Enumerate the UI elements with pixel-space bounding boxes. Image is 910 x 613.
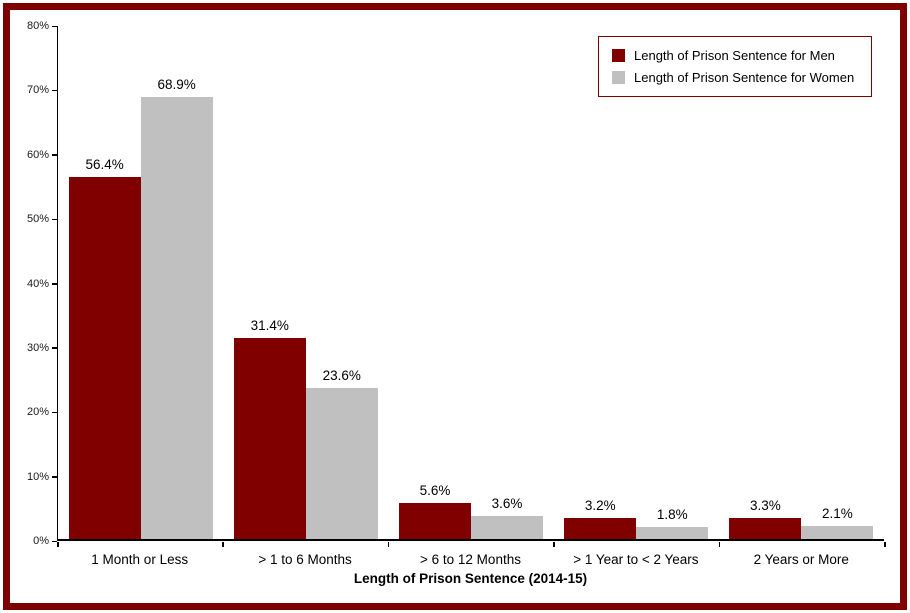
x-axis-tick — [553, 542, 555, 547]
y-axis-tick — [52, 476, 57, 478]
y-axis-tick-label: 80% — [26, 20, 49, 32]
x-axis-tick — [222, 542, 224, 547]
legend-swatch-women — [612, 71, 625, 84]
bar-value-label: 31.4% — [250, 317, 289, 333]
y-axis-tick-label: 0% — [33, 535, 49, 547]
x-axis-category-label: > 1 to 6 Months — [258, 552, 352, 567]
bar-value-label: 1.8% — [656, 507, 688, 523]
bar-group: 56.4% 68.9% — [58, 26, 223, 539]
y-axis-tick-label: 50% — [26, 213, 49, 226]
legend: Length of Prison Sentence for Men Length… — [598, 36, 872, 97]
x-axis-tick — [57, 542, 59, 547]
bar-women: 68.9% — [140, 77, 213, 539]
legend-label-men: Length of Prison Sentence for Men — [634, 48, 835, 63]
bar-women: 2.1% — [801, 506, 874, 539]
y-axis-tick-label: 40% — [26, 277, 49, 290]
y-axis-tick-label: 10% — [26, 470, 49, 483]
bar-women: 1.8% — [636, 507, 709, 539]
bar-value-label: 5.6% — [419, 483, 451, 499]
y-axis-tick — [52, 540, 57, 542]
legend-item-women: Length of Prison Sentence for Women — [612, 70, 871, 85]
bar-women: 23.6% — [305, 368, 378, 539]
bar-value-label: 68.9% — [157, 77, 196, 93]
y-axis-tick — [52, 154, 57, 156]
legend-item-men: Length of Prison Sentence for Men — [612, 48, 871, 63]
x-axis-tick — [387, 542, 390, 547]
y-axis-tick — [52, 347, 57, 349]
x-axis-tick — [884, 542, 886, 547]
x-axis-category-label: > 1 Year to < 2 Years — [573, 552, 699, 567]
y-axis-tick-label: 20% — [26, 406, 49, 419]
bar-group: 5.6% 3.6% — [388, 26, 553, 539]
bar-value-label: 2.1% — [822, 505, 853, 521]
bar-value-label: 23.6% — [322, 367, 361, 383]
bar-group: 3.3% 2.1% — [719, 26, 884, 539]
bar-men: 5.6% — [399, 483, 471, 539]
bar-women: 3.6% — [471, 496, 543, 539]
y-axis-tick — [52, 411, 57, 414]
x-axis-tick — [718, 542, 721, 547]
bar-groups: 56.4% 68.9% 31.4% 23.6% 5.6% 3.6% 3.2% 1.8% 3.3%… — [58, 26, 884, 539]
y-axis-tick — [52, 218, 57, 221]
x-axis-category-label: 1 Month or Less — [91, 552, 189, 567]
bar-value-label: 3.3% — [750, 497, 781, 513]
y-axis-tick — [52, 25, 57, 27]
y-axis-tick — [52, 89, 57, 92]
bar-men: 31.4% — [233, 318, 306, 539]
bar-men: 3.3% — [729, 498, 802, 539]
x-axis-title: Length of Prison Sentence (2014-15) — [353, 571, 588, 586]
bar-value-label: 3.6% — [491, 495, 523, 511]
bar-men: 3.2% — [564, 498, 637, 539]
x-axis-category-label: > 6 to 12 Months — [420, 552, 521, 567]
bar-value-label: 56.4% — [85, 157, 124, 173]
legend-swatch-men — [612, 49, 625, 62]
bar-group: 3.2% 1.8% — [554, 26, 719, 539]
y-axis-tick-label: 70% — [26, 84, 49, 97]
bar-group: 31.4% 23.6% — [223, 26, 388, 539]
legend-label-women: Length of Prison Sentence for Women — [634, 70, 855, 85]
plot-area: 56.4% 68.9% 31.4% 23.6% 5.6% 3.6% 3.2% 1.8% 3.3%… — [57, 26, 884, 541]
y-axis-tick — [52, 283, 57, 285]
y-axis-tick-label: 30% — [26, 341, 49, 354]
y-axis-tick-label: 60% — [26, 148, 49, 161]
bar-men: 56.4% — [68, 157, 141, 539]
bar-value-label: 3.2% — [584, 498, 616, 514]
x-axis-category-label: 2 Years or More — [753, 552, 849, 567]
